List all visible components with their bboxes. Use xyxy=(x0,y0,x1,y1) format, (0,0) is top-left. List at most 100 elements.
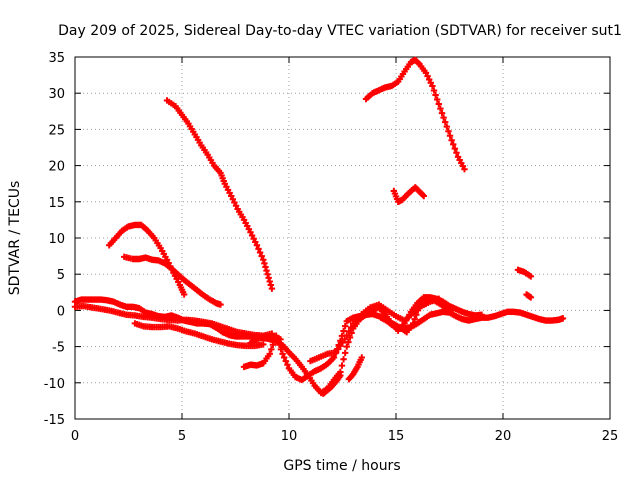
data-point xyxy=(338,362,346,369)
data-point xyxy=(429,82,436,90)
data-point xyxy=(339,339,346,346)
data-point xyxy=(442,118,449,126)
data-point xyxy=(232,202,240,209)
data-point xyxy=(432,91,439,99)
x-tick-label: 25 xyxy=(602,429,619,444)
data-point xyxy=(258,252,265,260)
y-tick-label: 30 xyxy=(48,87,65,102)
data-point xyxy=(341,349,349,357)
data-point xyxy=(229,196,237,203)
data-point xyxy=(345,338,352,346)
series-arc-16 xyxy=(320,372,344,397)
series-arc-3 xyxy=(121,253,224,308)
chart-title: Day 209 of 2025, Sidereal Day-to-day VTE… xyxy=(58,23,622,39)
y-tick-label: 20 xyxy=(48,160,65,175)
data-point xyxy=(450,141,457,148)
x-tick-label: 15 xyxy=(388,429,405,444)
data-point xyxy=(280,354,288,361)
data-point xyxy=(341,322,349,330)
data-point xyxy=(527,294,535,301)
data-point xyxy=(268,285,276,292)
data-point xyxy=(231,199,238,206)
data-point xyxy=(264,271,271,278)
data-point xyxy=(332,349,340,356)
data-point xyxy=(419,191,426,199)
data-point xyxy=(438,109,446,117)
axis-ticks: 0 5 10 15 20 25 -15 -10 -5 0 5 10 15 20 25 30 35 xyxy=(44,51,619,444)
series-arc-7 xyxy=(523,291,535,301)
data-point xyxy=(413,311,420,318)
data-point xyxy=(340,327,347,335)
y-tick-label: 0 xyxy=(57,304,65,319)
data-point xyxy=(478,311,485,318)
y-tick-label: -15 xyxy=(44,413,65,428)
data-point xyxy=(358,354,365,361)
data-point xyxy=(347,324,355,331)
data-point xyxy=(420,192,428,200)
series-arc-1 xyxy=(163,97,276,292)
data-point xyxy=(345,328,353,335)
data-point xyxy=(433,96,441,103)
data-point xyxy=(422,69,430,77)
data-point xyxy=(346,334,354,341)
data-point xyxy=(343,343,350,350)
x-tick-label: 0 xyxy=(71,429,79,444)
data-markers xyxy=(71,56,567,397)
x-tick-label: 20 xyxy=(495,429,512,444)
data-point xyxy=(268,346,275,353)
data-point xyxy=(266,350,273,358)
data-point xyxy=(256,249,264,256)
data-point xyxy=(425,76,433,83)
data-point xyxy=(260,341,267,348)
y-tick-label: -10 xyxy=(44,377,65,392)
data-point xyxy=(266,278,273,285)
data-point xyxy=(448,307,455,314)
data-point xyxy=(411,315,418,323)
y-tick-label: 35 xyxy=(48,51,65,66)
data-point xyxy=(415,59,422,67)
data-point xyxy=(453,149,460,156)
data-point xyxy=(427,79,434,86)
data-point xyxy=(261,260,268,267)
data-point xyxy=(445,128,452,135)
data-point xyxy=(340,356,347,363)
series-arc-9 xyxy=(71,302,276,339)
series-arc-2 xyxy=(106,221,188,298)
data-point xyxy=(282,357,289,365)
x-axis-label: GPS time / hours xyxy=(283,458,400,474)
data-point xyxy=(262,263,269,271)
data-point xyxy=(267,281,275,289)
data-point xyxy=(253,242,261,249)
data-point xyxy=(451,145,459,152)
series-arc-10 xyxy=(131,320,267,350)
data-point xyxy=(430,87,438,94)
data-point xyxy=(337,372,344,379)
data-point xyxy=(217,301,224,308)
series-arc-5 xyxy=(390,184,428,205)
data-point xyxy=(343,332,350,339)
data-point xyxy=(263,267,270,274)
data-point xyxy=(443,123,451,130)
data-point xyxy=(409,320,417,327)
x-tick-label: 5 xyxy=(178,429,186,444)
data-point xyxy=(527,273,535,280)
series-arc-15 xyxy=(345,354,365,383)
data-point xyxy=(250,235,257,242)
data-point xyxy=(424,72,431,80)
data-point xyxy=(247,229,254,236)
y-axis-label: SDTVAR / TECUs xyxy=(7,181,23,296)
data-point xyxy=(461,166,468,173)
y-tick-label: 5 xyxy=(57,268,65,283)
data-point xyxy=(268,330,276,337)
y-tick-label: 25 xyxy=(48,123,65,138)
y-tick-label: 10 xyxy=(48,232,65,247)
data-point xyxy=(435,100,442,108)
x-tick-label: 10 xyxy=(281,429,298,444)
data-point xyxy=(180,291,188,298)
data-point xyxy=(279,350,286,358)
data-point xyxy=(341,336,348,343)
data-point xyxy=(335,345,342,353)
data-point xyxy=(255,245,262,253)
